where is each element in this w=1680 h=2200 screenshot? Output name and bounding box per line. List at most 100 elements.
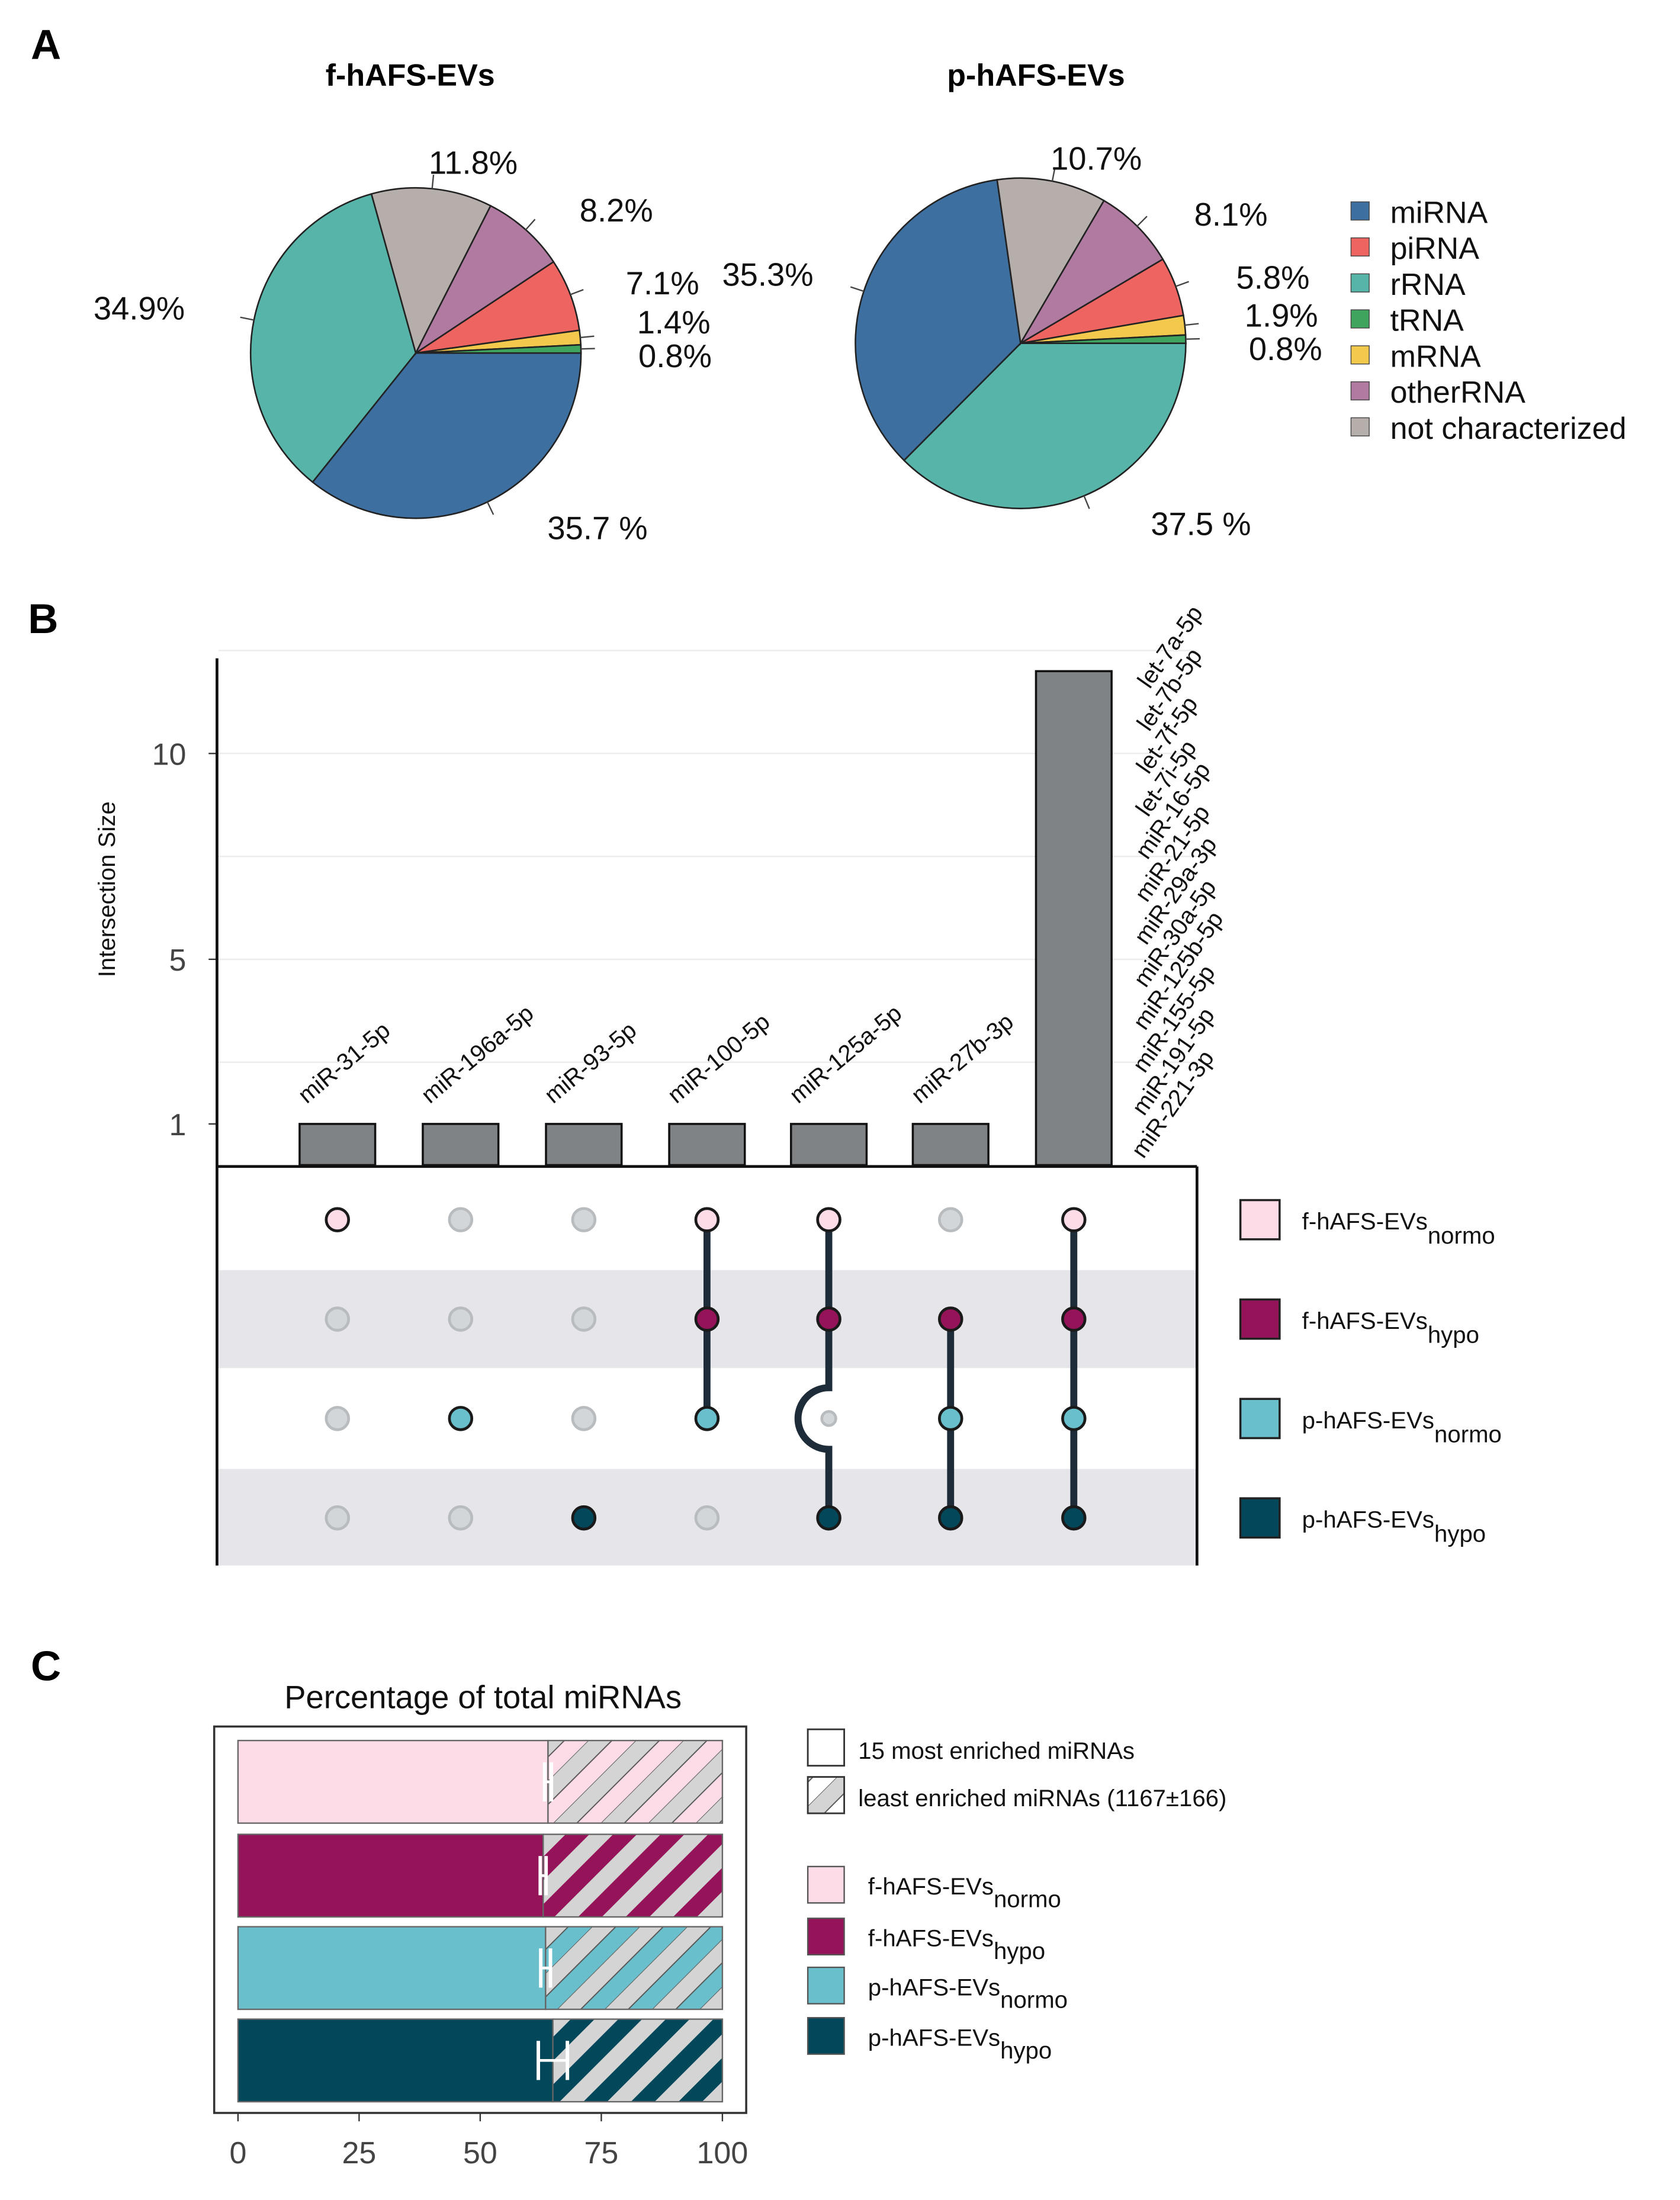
pie-slice-label: 35.3% — [722, 257, 813, 293]
pie-slice-label: 7.1% — [626, 265, 699, 301]
dot-inactive — [820, 1410, 837, 1427]
dot-active-p_hypo — [816, 1505, 841, 1531]
y-tick-label: 10 — [152, 737, 187, 772]
set-subscript: normo — [994, 1886, 1061, 1912]
intersection-bar — [789, 1123, 868, 1167]
pie-slice-label: 0.8% — [1249, 331, 1322, 367]
legend-label: f-hAFS-EVsnormo — [868, 1873, 1061, 1912]
dot-active-p_normo — [448, 1406, 474, 1431]
dot-active-f_hypo — [937, 1306, 963, 1332]
pie-leader-line — [240, 316, 255, 321]
dot-inactive — [325, 1306, 351, 1332]
set-subscript: hypo — [1434, 1520, 1486, 1547]
set-subscript: normo — [1000, 1987, 1068, 2013]
set-name: p-hAFS-EVs — [1302, 1507, 1434, 1533]
pie-title-p: p-hAFS-EVs — [947, 59, 1125, 93]
legend-label: f-hAFS-EVshypo — [868, 1925, 1045, 1964]
pie-slice-label: 8.1% — [1194, 197, 1268, 233]
legend-swatch-rRNA — [1350, 273, 1370, 293]
dot-inactive — [694, 1505, 720, 1531]
legend-label: p-hAFS-EVshypo — [868, 2024, 1052, 2063]
pie-slice-label: 34.9% — [94, 290, 185, 326]
set-name: p-hAFS-EVs — [1302, 1407, 1434, 1434]
pie-slice-label: 10.7% — [1051, 141, 1142, 177]
set-subscript: hypo — [994, 1938, 1045, 1964]
bar-legend: 15 most enriched miRNAs least enriched m… — [807, 1728, 1226, 2064]
legend-swatch-f_normo — [807, 1865, 845, 1904]
set-name: p-hAFS-EVs — [868, 1974, 1000, 2000]
pie-slice-otherRNA — [413, 204, 555, 356]
legend-swatch-piRNA — [1350, 237, 1370, 257]
x-tick-label: 100 — [697, 2136, 749, 2170]
bar-most-enriched-p_normo — [237, 1926, 547, 2010]
legend-swatch-p_hypo — [807, 2017, 845, 2055]
legend-swatch-miRNA — [1350, 201, 1370, 221]
pie-leader-line — [850, 286, 865, 293]
pie-chart-p: 37.5 % 35.3% 10.7% 8.1% 5.8%1.9%0.8% — [722, 141, 1322, 542]
pie-slice-label: 1.9% — [1245, 297, 1318, 333]
bar-most-enriched-p_hypo — [237, 2018, 554, 2103]
intersection-bar — [911, 1123, 990, 1167]
dot-active-f_hypo — [694, 1306, 720, 1332]
y-tick-label: 5 — [169, 943, 187, 978]
legend-label: mRNA — [1390, 339, 1481, 374]
dot-active-p_hypo — [1061, 1505, 1087, 1531]
legend-label: p-hAFS-EVsnormo — [868, 1974, 1068, 2013]
intersection-bar — [545, 1123, 623, 1167]
intersection-bar — [298, 1123, 377, 1167]
legend-swatch-f_hypo — [807, 1918, 845, 1956]
legend-label: tRNA — [1390, 304, 1464, 338]
set-name: p-hAFS-EVs — [868, 2024, 1000, 2051]
pie-slice-not-characterized — [370, 187, 492, 355]
pie-leader-line — [570, 289, 584, 296]
intersection-bar — [422, 1123, 500, 1167]
intersection-label: miR-27b-3p — [906, 1008, 1019, 1108]
pie-leader-line — [1184, 323, 1199, 326]
intersection-bar — [1035, 670, 1113, 1167]
legend-label: miRNA — [1390, 195, 1488, 230]
dot-active-p_hypo — [571, 1505, 597, 1531]
dot-inactive — [571, 1207, 597, 1232]
set-swatch-p_hypo — [1239, 1497, 1281, 1539]
intersection-link-bypass — [794, 1219, 833, 1518]
dot-inactive — [571, 1306, 597, 1332]
set-name: f-hAFS-EVs — [1302, 1208, 1428, 1235]
pie-leader-line — [1083, 495, 1090, 509]
pie-slice-otherRNA — [1018, 200, 1164, 346]
legend-swatch-p_normo — [807, 1966, 845, 2005]
set-name: f-hAFS-EVs — [868, 1925, 994, 1952]
pie-slice-tRNA — [1020, 334, 1187, 344]
bar-least-enriched-f_normo — [547, 1739, 724, 1824]
dot-active-f_hypo — [1061, 1306, 1087, 1332]
pie-leader-line — [431, 174, 435, 189]
x-tick-label: 75 — [584, 2136, 618, 2170]
y-tick-label: 1 — [169, 1108, 187, 1142]
dot-active-p_normo — [937, 1406, 963, 1431]
legend-swatch-mRNA — [1350, 345, 1370, 365]
intersection-bar — [668, 1123, 746, 1167]
dot-inactive — [937, 1207, 963, 1232]
legend-label: otherRNA — [1390, 375, 1526, 410]
panel-label-a: A — [31, 22, 61, 69]
pie-slice-piRNA — [415, 261, 580, 354]
bar-least-enriched-p_normo — [545, 1926, 724, 2010]
set-swatch-f_normo — [1239, 1199, 1281, 1241]
set-name: f-hAFS-EVs — [868, 1873, 994, 1900]
dot-active-f_hypo — [816, 1306, 841, 1332]
legend-label-most: 15 most enriched miRNAs — [858, 1737, 1135, 1764]
set-subscript: hypo — [1000, 2037, 1052, 2064]
dot-active-f_normo — [694, 1207, 720, 1232]
pie-leader-line — [1175, 281, 1189, 287]
set-label: f-hAFS-EVsnormo — [1302, 1208, 1495, 1249]
pie-slice-label: 1.4% — [637, 304, 711, 341]
dot-inactive — [571, 1406, 597, 1431]
pie-slice-rRNA — [249, 192, 417, 483]
pie-leader-line — [1051, 167, 1056, 182]
set-label: f-hAFS-EVshypo — [1302, 1308, 1479, 1348]
set-name: f-hAFS-EVs — [1302, 1308, 1428, 1334]
bar-chart-title: Percentage of total miRNAs — [284, 1679, 682, 1716]
x-tick-label: 25 — [342, 2136, 376, 2170]
dot-active-f_normo — [816, 1207, 841, 1232]
